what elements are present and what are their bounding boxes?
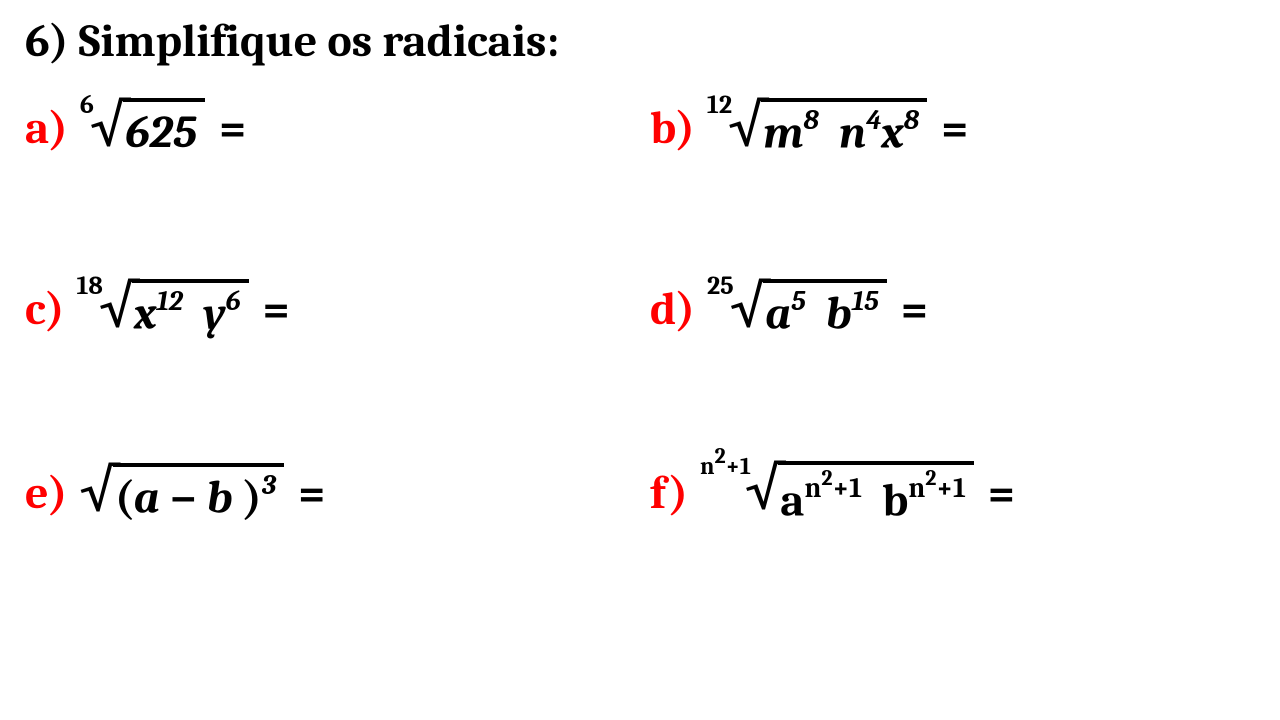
equals: =	[901, 283, 928, 336]
radicand-c: x12 y6	[132, 279, 248, 340]
radicand-a: 625	[123, 98, 205, 159]
idx-n: n	[700, 452, 715, 480]
problem-a: a) 6 √ 625 =	[25, 98, 630, 159]
surd-icon: √	[730, 285, 769, 327]
label-c: c)	[25, 283, 64, 336]
radicand-f: an2+1 bn2+1	[778, 461, 974, 528]
surd-icon: √	[79, 469, 118, 511]
equals: =	[941, 102, 968, 155]
radical-b: 12 √ m8 n4x8	[707, 98, 927, 159]
label-e: e)	[25, 467, 67, 520]
title-number: 6)	[25, 15, 69, 68]
problem-b: b) 12 √ m8 n4x8 =	[650, 98, 1255, 159]
exp-a: 5	[791, 285, 806, 317]
paren-close: )	[243, 472, 262, 525]
radical-a: 6 √ 625	[80, 98, 205, 159]
exercise-title: 6) Simplifique os radicais:	[25, 15, 1255, 68]
radicand-b: m8 n4x8	[761, 98, 927, 159]
radical-f: n2+1 √ an2+1 bn2+1	[700, 461, 974, 528]
title-text: Simplifique os radicais:	[69, 15, 560, 68]
label-f: f)	[650, 467, 688, 520]
var-y: y	[203, 288, 226, 341]
var-x: x	[882, 106, 904, 159]
exp-a: n2+1	[804, 472, 861, 504]
var-b: b	[826, 288, 852, 341]
surd-icon: √	[99, 285, 138, 327]
var-b: b	[882, 474, 908, 527]
label-d: d)	[650, 283, 695, 336]
index-f: n2+1	[700, 445, 751, 480]
radicand-d: a5 b15	[763, 279, 887, 340]
var-b: b	[207, 472, 243, 525]
surd-icon: √	[728, 104, 767, 146]
exp-b: n2+1	[908, 472, 965, 504]
exp-m: 8	[803, 104, 818, 136]
exp-e: 3	[262, 469, 276, 501]
exp-x: 8	[904, 104, 919, 136]
radical-c: 18 √ x12 y6	[76, 279, 248, 340]
surd-icon: √	[745, 467, 784, 509]
radicand-e: (a − b )3	[113, 463, 284, 524]
equals: =	[263, 283, 290, 336]
exp-y: 6	[226, 285, 241, 317]
var-a: a	[134, 472, 160, 525]
exp-n: 4	[866, 104, 882, 136]
idx-n-exp: 2	[715, 443, 726, 469]
label-b: b)	[650, 102, 695, 155]
equals: =	[298, 467, 325, 520]
var-m: m	[763, 106, 803, 159]
problems-grid: a) 6 √ 625 = b) 12 √ m8 n4x8 = c) 18 √ x…	[25, 98, 1255, 527]
equals: =	[219, 102, 246, 155]
exp-x: 12	[156, 285, 182, 317]
exp-b: 15	[852, 285, 879, 317]
equals: =	[988, 467, 1015, 520]
label-a: a)	[25, 102, 68, 155]
surd-icon: √	[90, 104, 129, 146]
problem-c: c) 18 √ x12 y6 =	[25, 279, 630, 340]
minus: −	[160, 472, 207, 525]
problem-d: d) 25 √ a5 b15 =	[650, 279, 1255, 340]
var-n: n	[839, 106, 866, 159]
radical-d: 25 √ a5 b15	[707, 279, 887, 340]
problem-f: f) n2+1 √ an2+1 bn2+1 =	[650, 461, 1255, 528]
radical-e: √ (a − b )3	[79, 463, 284, 524]
problem-e: e) √ (a − b )3 =	[25, 461, 630, 528]
